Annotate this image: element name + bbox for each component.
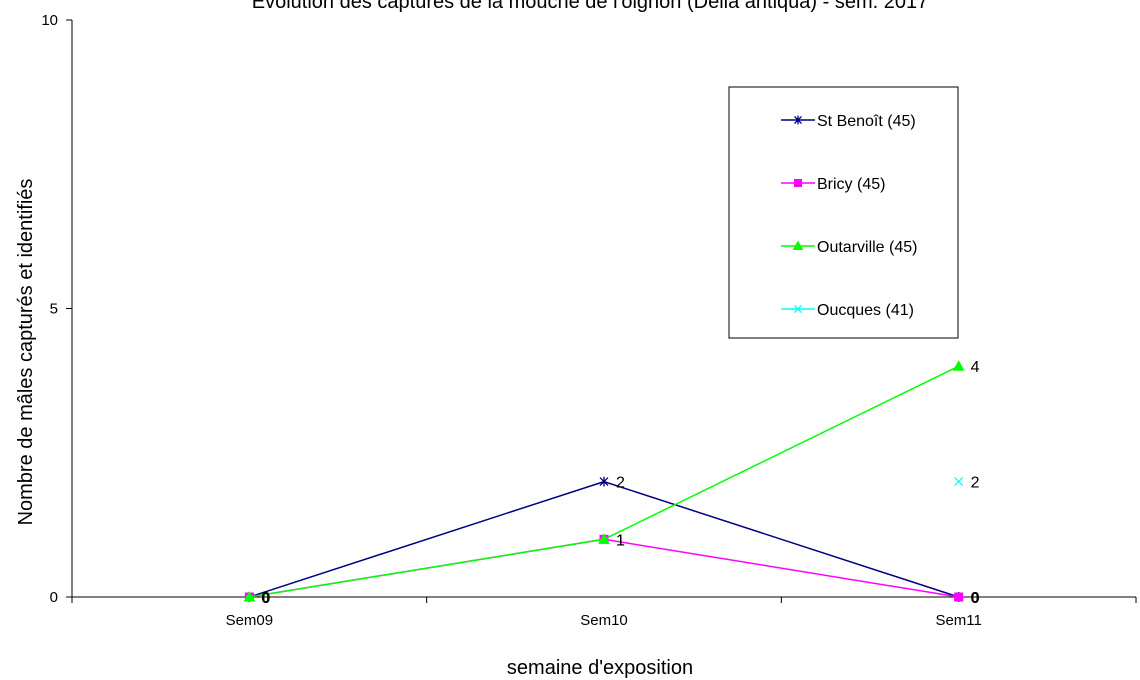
data-point: [599, 476, 609, 487]
x-tick-label: Sem09: [226, 612, 274, 629]
y-tick-label: 0: [50, 589, 58, 606]
legend-marker: [794, 305, 802, 313]
data-point: [954, 477, 964, 487]
series-layer: 0 2 00 1 00 1 42: [243, 359, 980, 607]
data-point: [954, 592, 964, 602]
data-label: 0: [971, 590, 980, 607]
data-label: 2: [616, 475, 625, 492]
chart-title: Evolution des captures de la mouche de l…: [252, 0, 928, 13]
legend-label: Oucques (41): [817, 302, 914, 319]
series-2: 0 1 4: [243, 359, 980, 607]
legend-box: [728, 86, 959, 339]
data-point: [952, 360, 965, 371]
legend-item-2: Outarville (45): [781, 239, 917, 256]
x-tick-label: Sem11: [935, 612, 981, 629]
y-tick-label: 5: [50, 301, 58, 318]
legend-marker: [794, 115, 802, 125]
series-line-segment: [603, 365, 959, 540]
legend-marker: [792, 240, 804, 250]
legend-item-1: Bricy (45): [781, 176, 885, 193]
data-label: 4: [971, 359, 980, 376]
series-1: 0 1 0: [244, 532, 980, 607]
legend-label: St Benoît (45): [817, 113, 916, 130]
x-axis-label: semaine d'exposition: [507, 657, 693, 679]
data-label: 1: [616, 532, 625, 549]
data-label: 1: [616, 532, 625, 549]
data-point: [243, 590, 256, 602]
data-point: [598, 533, 610, 544]
legend: St Benoît (45) Bricy (45) Outarville (45) O…: [728, 86, 959, 339]
y-tick-label: 10: [41, 12, 58, 29]
series-line-segment: [603, 480, 959, 598]
legend-item-3: Oucques (41): [781, 302, 914, 319]
data-label: 0: [971, 590, 980, 607]
y-axis-label: Nombre de mâles capturés et identifiés: [15, 179, 37, 526]
series-3: 2: [954, 475, 980, 492]
data-label: 0: [261, 590, 270, 607]
series-line-segment: [249, 538, 605, 598]
data-label: 2: [971, 475, 980, 492]
series-line-segment: [249, 480, 605, 598]
data-label: 0: [261, 590, 270, 607]
legend-item-0: St Benoît (45): [781, 113, 916, 130]
legend-marker: [794, 179, 802, 187]
legend-label: Bricy (45): [817, 176, 885, 193]
x-tick-label: Sem10: [580, 612, 628, 629]
legend-label: Outarville (45): [817, 239, 917, 256]
series-line-segment: [603, 538, 959, 598]
data-label: 0: [261, 590, 270, 607]
